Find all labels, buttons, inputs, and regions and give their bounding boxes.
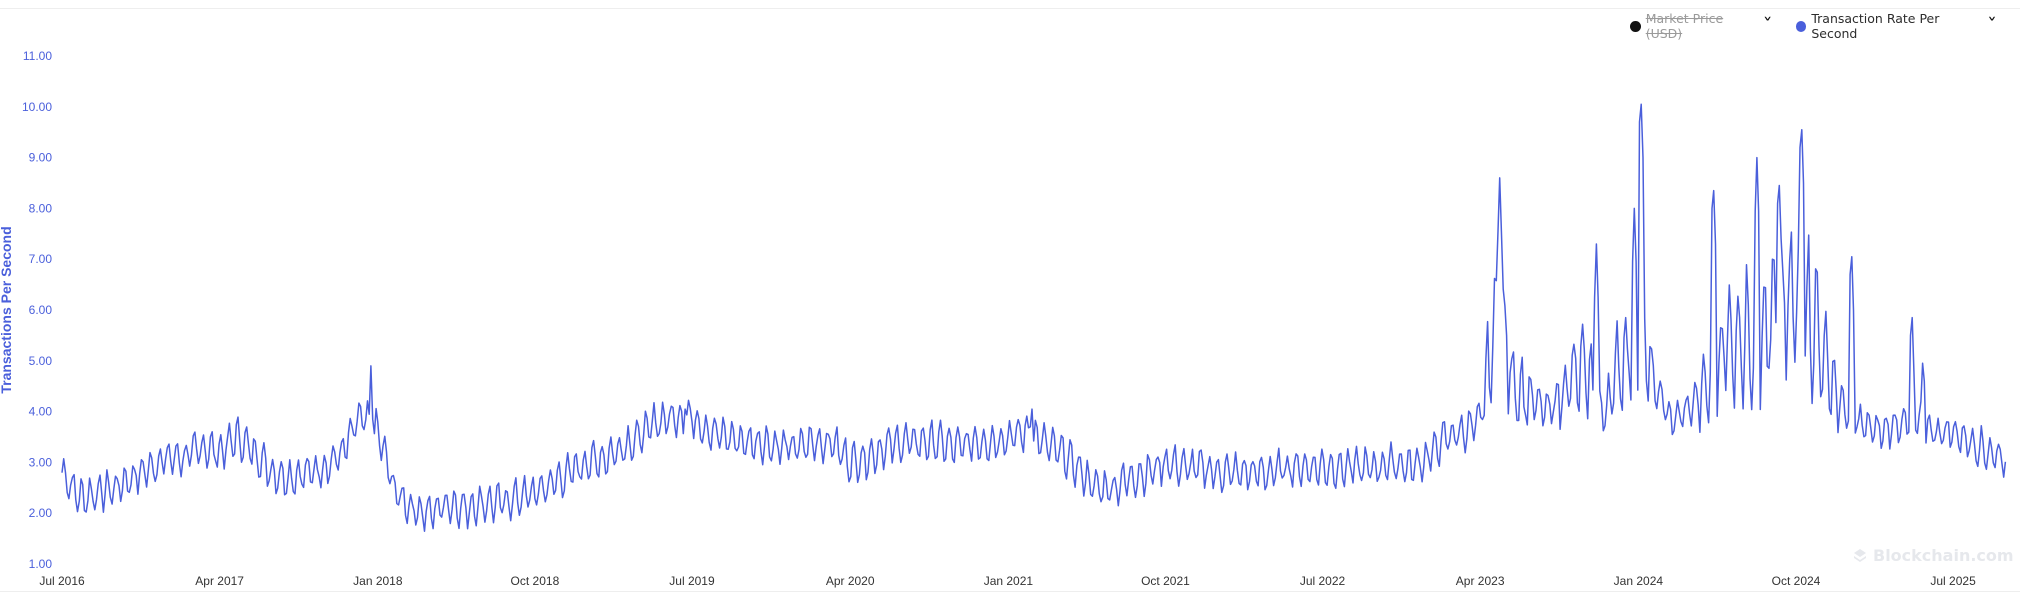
x-tick-label: Apr 2017 [195,574,244,588]
y-tick-label: 2.00 [29,506,53,520]
legend-dot-transaction-rate [1795,20,1807,32]
x-tick-label: Jul 2022 [1300,574,1346,588]
y-tick-label: 9.00 [29,151,53,165]
legend-label-market-price: Market Price (USD) [1645,11,1724,41]
y-tick-label: 1.00 [29,557,53,571]
legend-label-transaction-rate: Transaction Rate Per Second [1811,11,1940,41]
blockchain-watermark: Blockchain.com [1852,546,2014,565]
blockchain-logo-icon [1854,548,1866,562]
x-tick-label: Apr 2020 [826,574,875,588]
legend-dot-market-price [1630,20,1641,32]
legend-item-market-price[interactable]: Market Price (USD) ˇ [1630,11,1773,41]
y-tick-label: 10.00 [22,100,52,114]
x-tick-label: Jan 2021 [984,574,1034,588]
y-axis-ticks: 1.00 2.00 3.00 4.00 5.00 6.00 7.00 8.00 9.00 10.0… [22,49,52,571]
x-tick-label: Jul 2016 [39,574,85,588]
chevron-down-icon[interactable]: ˇ [1762,14,1773,38]
bottom-divider [0,591,2020,592]
y-tick-label: 8.00 [29,201,53,215]
x-tick-label: Oct 2021 [1141,574,1190,588]
y-tick-label: 4.00 [29,405,53,419]
y-tick-label: 5.00 [29,354,53,368]
series-line-transaction-rate [61,103,2007,532]
x-tick-label: Jul 2025 [1930,574,1976,588]
chart-legend: Market Price (USD) ˇ Transaction Rate Pe… [1630,11,2020,41]
x-tick-label: Oct 2018 [511,574,560,588]
y-tick-label: 11.00 [23,49,52,63]
x-tick-label: Oct 2024 [1772,574,1821,588]
y-tick-label: 6.00 [29,303,53,317]
y-axis-label: Transactions Per Second [0,226,14,393]
x-axis-ticks: Jul 2016 Apr 2017 Jan 2018 Oct 2018 Jul 2019… [39,574,1976,588]
legend-item-transaction-rate[interactable]: Transaction Rate Per Second ˇ [1795,11,1997,41]
x-tick-label: Jul 2019 [669,574,715,588]
x-tick-label: Jan 2024 [1614,574,1664,588]
x-tick-label: Apr 2023 [1456,574,1505,588]
chevron-down-icon[interactable]: ˇ [1987,14,1997,38]
x-tick-label: Jan 2018 [353,574,403,588]
y-tick-label: 7.00 [29,252,53,266]
watermark-text: Blockchain.com [1873,546,2014,565]
y-tick-label: 3.00 [29,455,53,469]
top-divider [0,8,2020,9]
